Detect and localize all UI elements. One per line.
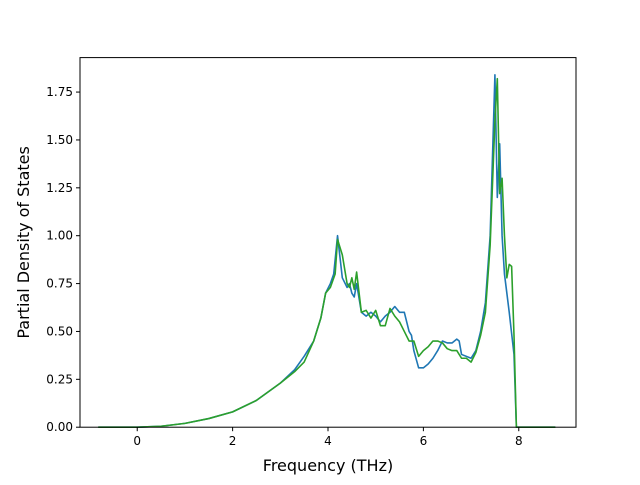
y-tick-label: 1.25 <box>46 181 73 195</box>
x-tick-label: 4 <box>324 434 332 448</box>
y-tick-label: 1.50 <box>46 133 73 147</box>
x-tick-label: 2 <box>229 434 237 448</box>
y-tick-label: 0.50 <box>46 324 73 338</box>
y-tick-label: 1.00 <box>46 229 73 243</box>
y-tick-label: 0.00 <box>46 420 73 434</box>
x-tick-label: 0 <box>133 434 141 448</box>
y-tick-label: 0.25 <box>46 372 73 386</box>
x-tick-label: 6 <box>420 434 428 448</box>
y-tick-label: 1.75 <box>46 85 73 99</box>
y-axis-ticks: 0.00 0.25 0.50 0.75 1.00 1.25 1.50 1.75 <box>46 85 80 434</box>
y-axis-label: Partial Density of States <box>14 146 33 338</box>
x-tick-label: 8 <box>515 434 523 448</box>
plot-lines <box>98 74 556 429</box>
series-line-2 <box>98 77 556 429</box>
y-tick-label: 0.75 <box>46 277 73 291</box>
x-axis-ticks: 0 2 4 6 8 <box>133 427 523 448</box>
x-axis-label: Frequency (THz) <box>263 456 393 475</box>
plot-frame <box>79 57 577 428</box>
